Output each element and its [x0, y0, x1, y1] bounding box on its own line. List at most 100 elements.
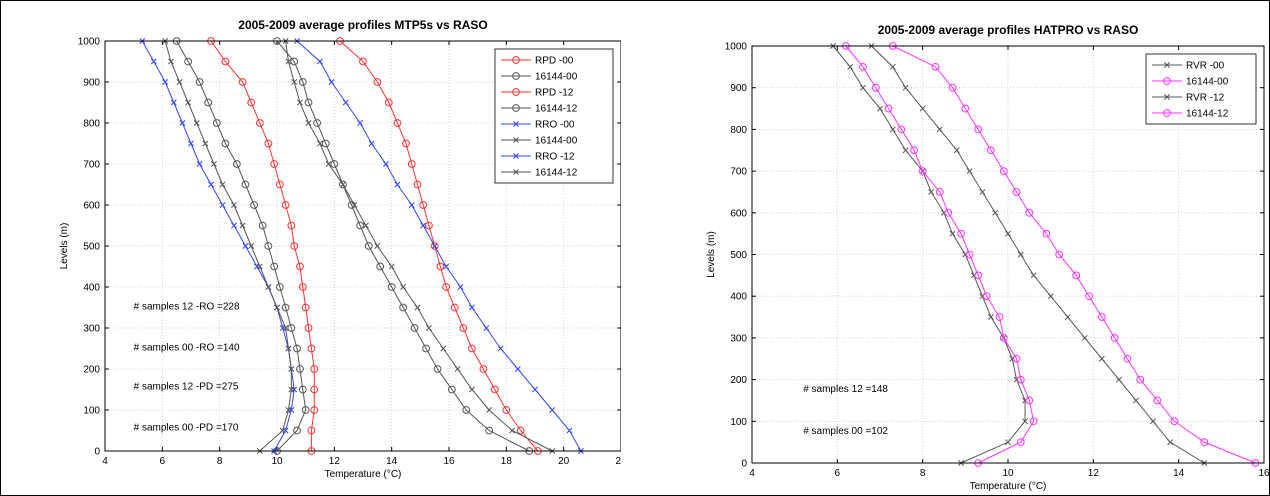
series-rpd-12-point — [298, 283, 307, 291]
series-16144-12-line — [176, 40, 307, 452]
series-rpd-12-point — [296, 262, 304, 271]
series-16144-00-point — [1123, 354, 1132, 363]
series-rro-00 — [294, 38, 584, 454]
series-16144-12-point — [296, 365, 304, 373]
series-16144-00-point — [325, 161, 332, 167]
series-16144-00-line — [892, 45, 1256, 464]
series-16144-12-point — [279, 427, 286, 434]
y-tick-label: 200 — [730, 375, 747, 386]
series-rvr-12-point — [889, 126, 896, 133]
x-tick-label: 16 — [443, 456, 455, 467]
series-16144-12-point — [264, 242, 273, 250]
series-rpd-00-point — [442, 283, 451, 291]
x-tick-label: 6 — [835, 468, 841, 479]
series-rpd-12-point — [247, 98, 256, 107]
series-rpd-12-point — [301, 303, 310, 312]
series-16144-00-point — [1097, 313, 1106, 321]
series-16144-00-point — [1012, 188, 1021, 196]
legend-point — [513, 121, 519, 127]
series-16144-00-point — [285, 58, 292, 65]
series-16144-00-point — [468, 386, 475, 393]
series-16144-12-point — [884, 104, 893, 113]
legend-point — [513, 153, 519, 159]
series-16144-00-point — [931, 62, 940, 71]
series-rvr-12-point — [949, 230, 956, 237]
series-16144-00-point — [1136, 375, 1145, 384]
series-16144-12-point — [859, 62, 867, 71]
x-axis-label: Temperature (°C) — [325, 469, 402, 480]
series-16144-00-point — [313, 119, 322, 127]
x-tick-label: 14 — [1173, 468, 1185, 479]
series-rro-00-point — [368, 140, 375, 147]
series-16144-00-point — [974, 125, 983, 134]
series-16144-00-point — [410, 324, 419, 332]
series-16144-12-point — [275, 283, 284, 291]
series-16144-00-point — [376, 262, 385, 271]
series-rpd-12-point — [270, 160, 279, 168]
x-tick-label: 4 — [102, 456, 108, 467]
series-rvr-12-point — [987, 314, 994, 321]
series-rvr-12-point — [902, 147, 909, 154]
series-16144-12-point — [176, 79, 183, 85]
series-rpd-12-point — [310, 365, 319, 373]
series-rvr-00-point — [953, 147, 960, 154]
series-rro-12-point — [231, 222, 237, 229]
legend-point — [512, 88, 520, 96]
x-tick-label: 8 — [920, 468, 926, 479]
legend-label: 16144-12 — [535, 168, 578, 179]
series-rro-00-point — [497, 345, 504, 352]
series-rpd-00-point — [459, 324, 468, 332]
axes-box — [751, 45, 1265, 464]
series-rpd-00-point — [413, 180, 422, 189]
series-rvr-00-point — [1081, 334, 1088, 341]
series-16144-00-point — [961, 104, 970, 113]
series-16144-12-point — [250, 201, 258, 209]
series-16144-00-point — [356, 221, 365, 230]
series-16144-12-point — [965, 250, 974, 259]
y-axis-label: Levels (m) — [706, 231, 717, 278]
series-16144-00-point — [339, 180, 347, 189]
chart-title: 2005-2009 average profiles MTP5s vs RASO — [238, 18, 487, 32]
chart-hatpro-vs-raso: 4 6 8 10 12 14 16 0 100 200 300 400 500 600 700 800 900 1… — [706, 23, 1269, 492]
series-rpd-12-point — [275, 180, 284, 189]
series-16144-12-point — [193, 120, 200, 126]
series-rro-00-point — [443, 263, 450, 270]
series-16144-00-point — [1055, 250, 1064, 259]
series-16144-12-point — [281, 303, 290, 312]
series-rvr-00-point — [936, 126, 943, 133]
annotation-samples: # samples 12 -RO =228 — [134, 302, 240, 313]
series-16144-00-point — [987, 146, 995, 155]
chart-title: 2005-2009 average profiles HATPRO vs RAS… — [878, 23, 1139, 37]
series-rro-00-point — [549, 407, 556, 413]
series-16144-00-point — [1153, 396, 1162, 405]
series-16144-12-point — [258, 221, 267, 230]
series-rro-00-point — [483, 325, 490, 331]
series-16144-00-point — [1085, 292, 1093, 301]
series-rpd-00-point — [468, 344, 476, 353]
legend-label: RPD -00 — [535, 56, 574, 67]
x-tick-label: 8 — [217, 456, 223, 467]
series-rpd-00-point — [384, 98, 393, 107]
series-16144-00-point — [1110, 334, 1119, 342]
series-rro-00-point — [317, 58, 323, 65]
series-rro-00-point — [468, 304, 475, 311]
series-rvr-00-point — [1005, 230, 1011, 237]
x-tick-label: 6 — [160, 456, 166, 467]
legend-point — [512, 56, 520, 64]
legend-box — [494, 48, 614, 184]
series-16144-00-point — [330, 160, 339, 168]
series-16144-12-point — [301, 406, 310, 414]
series-16144-00-point — [362, 222, 369, 229]
series-16144-12-point — [288, 366, 295, 372]
series-16144-00-point — [486, 407, 493, 413]
y-tick-label: 300 — [83, 324, 100, 335]
y-tick-label: 400 — [83, 283, 100, 294]
series-16144-12-point — [298, 385, 307, 394]
series-rpd-00-point — [402, 139, 410, 148]
legend-label: RVR -00 — [1186, 61, 1225, 72]
series-16144-00-point — [422, 344, 430, 353]
series-16144-12-point — [274, 304, 280, 311]
series-16144-00-point — [509, 427, 516, 434]
series-rpd-12-point — [307, 344, 316, 353]
series-16144-12-point — [287, 324, 296, 332]
